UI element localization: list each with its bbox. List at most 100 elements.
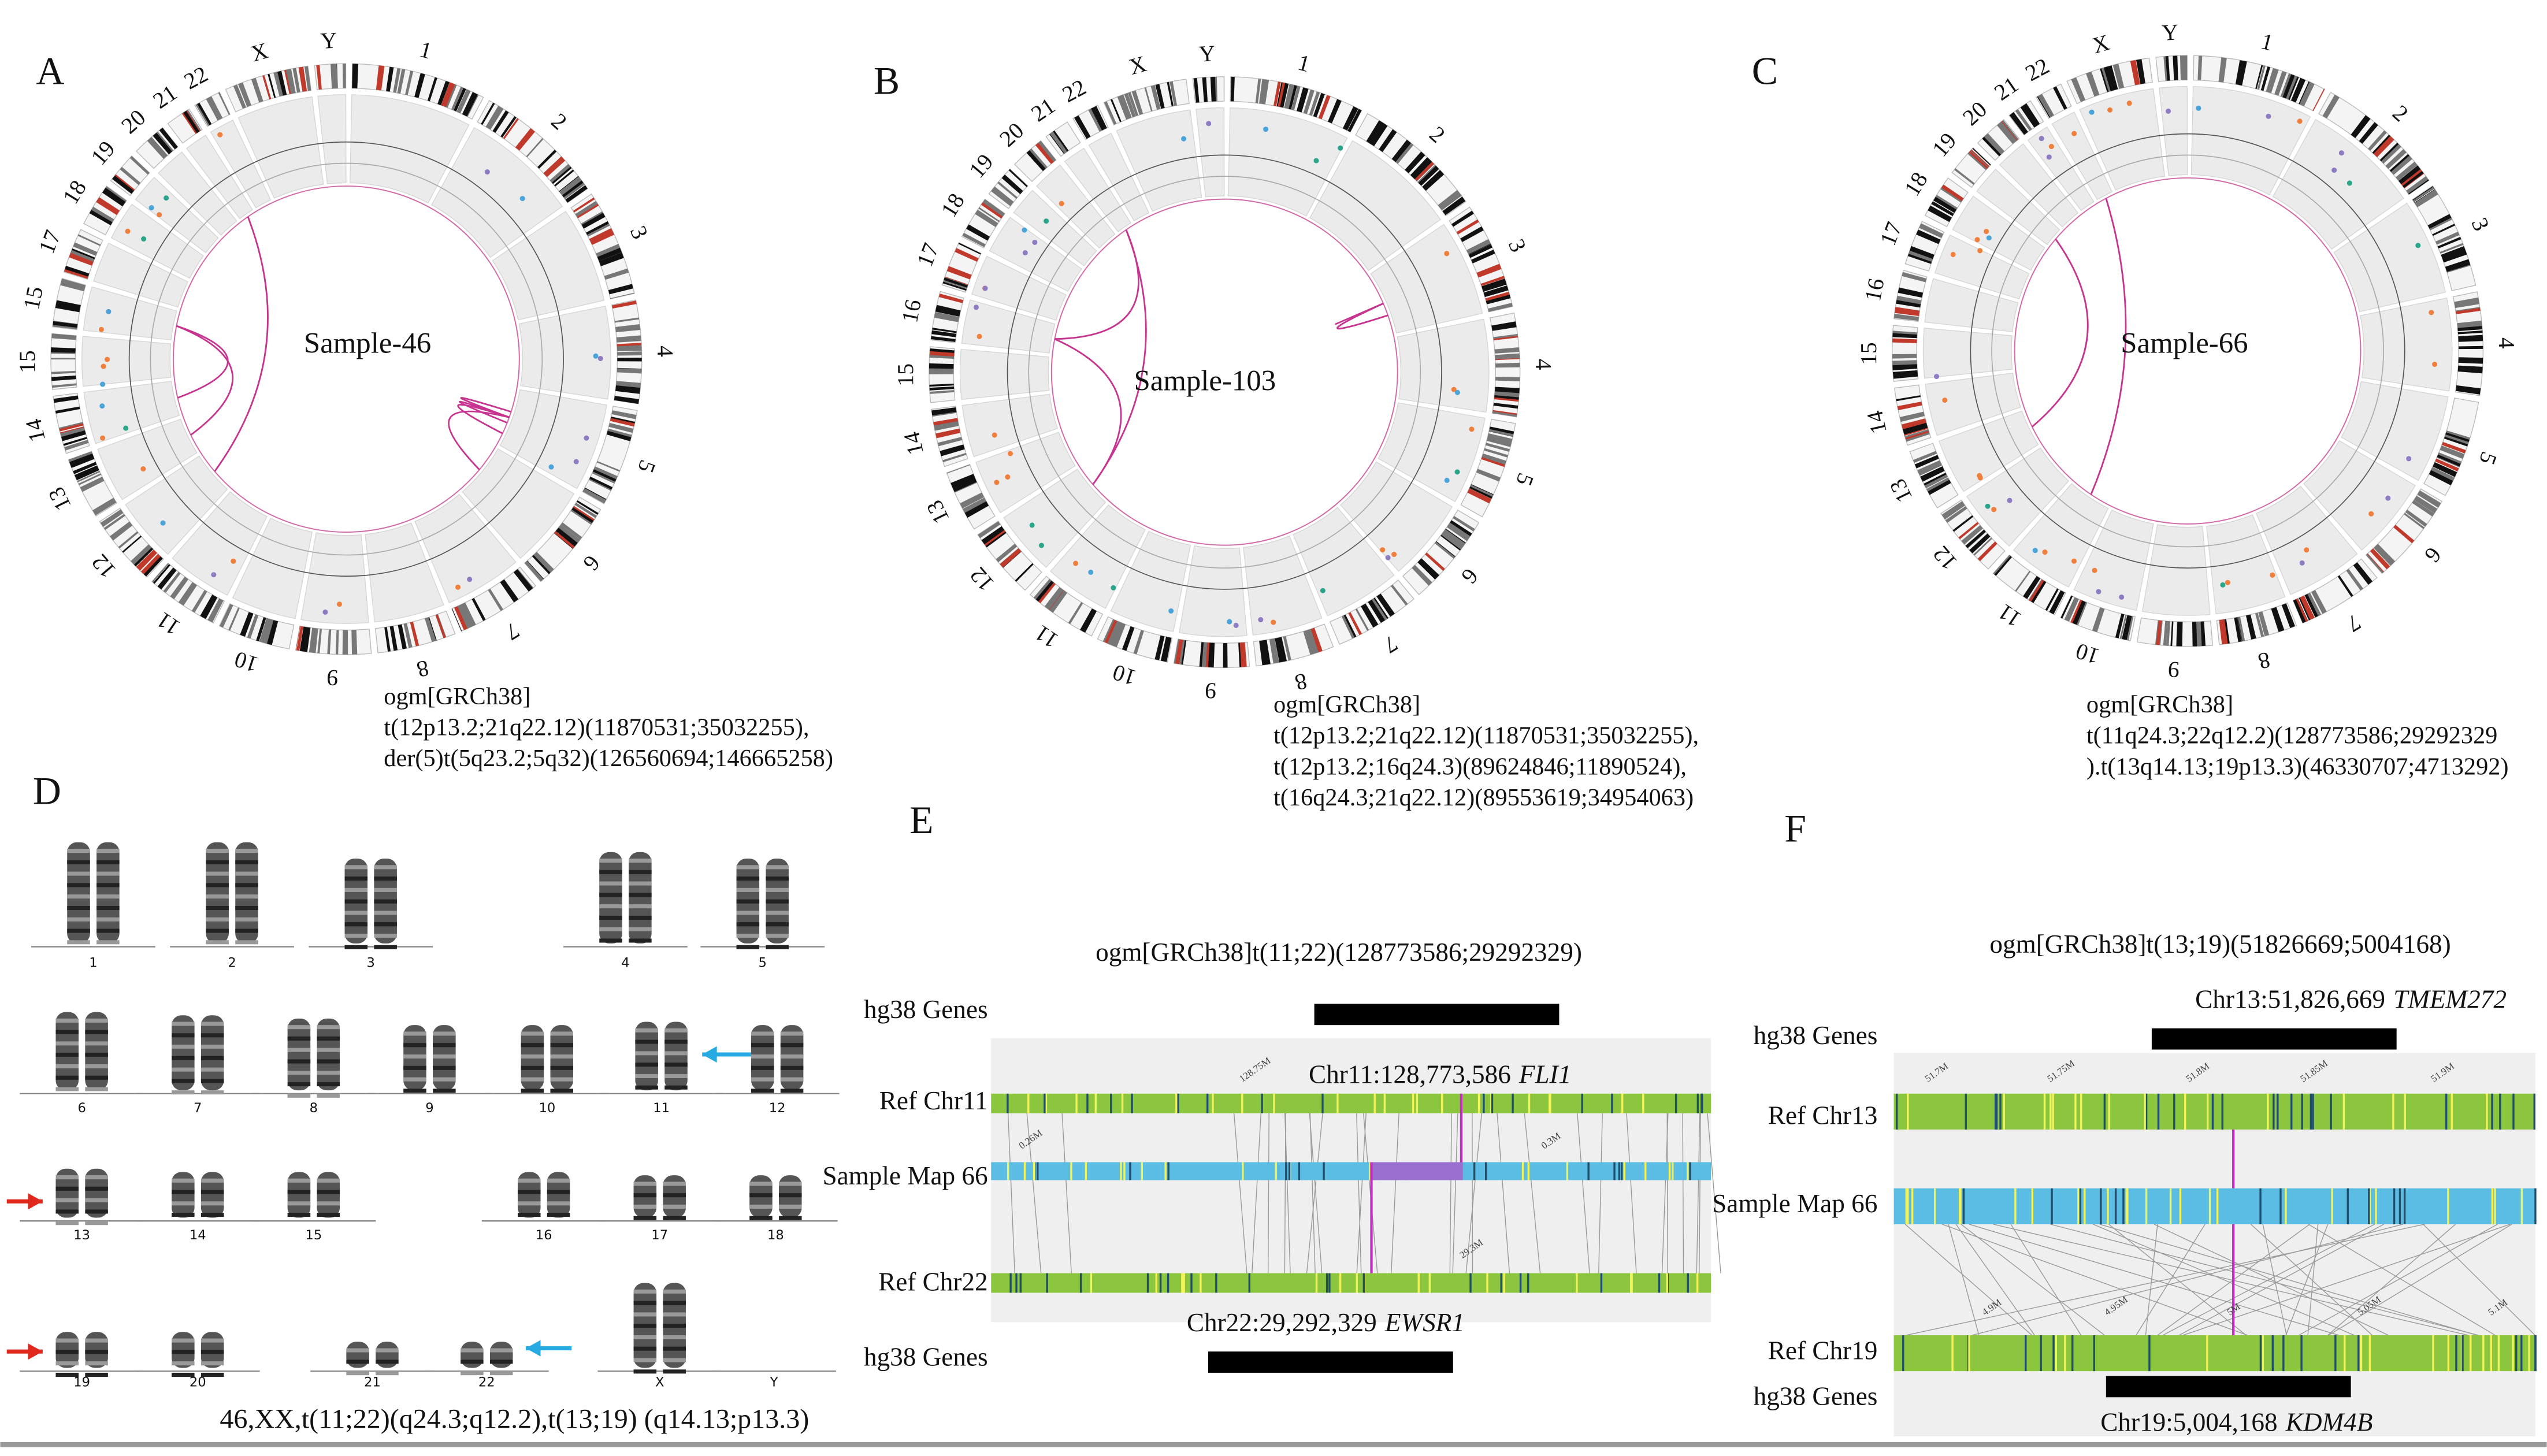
map-label-site [1288,1162,1291,1180]
track-label: hg38 Genes [1754,1381,1878,1410]
ideogram-band [2457,330,2483,335]
map-label-site [2482,1335,2485,1372]
ideogram [50,333,77,391]
ideogram-band [1000,548,1022,568]
ideogram-band [1487,433,1513,444]
chromosome-band [663,1182,686,1186]
map-label-site [1023,1162,1026,1180]
map-label-site [1581,1093,1583,1113]
map-label-site [2491,1093,2493,1130]
ideogram-band [1280,83,1289,108]
map-label-site [2114,1188,2117,1224]
ideogram-band [1175,639,1183,664]
map-label-site [2221,1093,2223,1130]
alignment-line [2162,1224,2375,1336]
variant-dot [1168,608,1174,614]
chromosome-label: 4 [1531,358,1556,370]
ideogram-band [110,521,133,541]
ideogram-band [262,75,272,99]
track-background [2079,88,2166,191]
map-label-site [1902,1335,1904,1372]
map-label-site [2080,1093,2082,1130]
map-label-site [2330,1093,2332,1130]
ideogram-band [2429,217,2453,231]
ideogram-band [2126,616,2134,641]
ideogram-band [1425,552,1445,571]
ideogram-band [1916,229,1941,244]
chromosome-band [403,1031,426,1036]
map-label-site [1155,1273,1157,1293]
ideogram-band [1306,629,1317,654]
map-label-site [2445,1093,2448,1130]
gene-position: Chr22:29,292,329 [1187,1308,1377,1337]
ideogram-band [525,560,544,582]
variant-dot [1391,552,1397,558]
ideogram-band [77,470,101,482]
map-label-site [1412,1093,1414,1113]
ideogram-band [586,221,609,235]
map-label-site [1315,1273,1318,1293]
ideogram-band [2346,569,2364,591]
ideogram-band [2433,462,2457,477]
ideogram-band [437,80,448,105]
chromosome-band [663,1369,686,1374]
alignment-line [1906,1224,2425,1336]
translocation-arc [1335,302,1384,325]
chromosome-band [55,1087,79,1091]
track-label: Sample Map 66 [1712,1189,1877,1218]
chromosome-band [172,1213,195,1217]
chromosome-band [235,860,258,864]
chromosome-band [201,1338,224,1343]
alignment-line [2299,1224,2498,1336]
chromosome-band [55,1175,79,1180]
map-label-site [2071,1335,2074,1372]
map-label-site [2455,1335,2457,1372]
variant-dot [1984,229,1989,235]
chromosome-band [751,1089,774,1093]
ideogram-band [1117,94,1132,120]
ideogram-band [2353,564,2370,585]
map-label-site [1895,1093,1898,1130]
sample-name: Sample-46 [304,327,431,359]
variant-dot [217,132,223,138]
variant-dot [597,355,603,361]
chromosome-band [629,904,652,909]
ideogram-band [1924,474,1948,489]
ideogram-band [52,383,77,388]
variant-dot [484,169,490,175]
chromosome-band [317,1093,340,1098]
chromosome-band [55,1064,79,1069]
ideogram-band [1284,84,1295,109]
ideogram-band [2379,143,2399,162]
chromosome-band [172,1033,195,1038]
ideogram-band [50,358,76,360]
chromosome-label: 9 [326,665,339,691]
ideogram-band [89,210,113,225]
ideogram-band [1394,141,1414,164]
track-label: hg38 Genes [864,1343,988,1372]
ideogram-band [1972,147,1991,166]
ideogram-band [997,544,1018,563]
chromosome-band [96,871,120,876]
ideogram-band [2290,77,2306,103]
track-background [1925,372,2021,436]
ideogram-band [163,571,181,593]
map-label-site [1328,1273,1331,1293]
chromosome-band [172,1350,195,1354]
chromosome-band [517,1201,541,1206]
chromosome [346,1342,369,1368]
track-background [1966,447,2070,547]
chromosome-band [85,1064,108,1069]
ideogram-band [2238,616,2245,641]
ideogram-band [1893,314,1919,321]
ideogram-band [481,102,495,125]
ideogram-band [2197,55,2203,81]
map-label-site [1275,1162,1277,1180]
translocation-arc [176,325,229,399]
chromosome-band [433,1077,456,1082]
chromosome-band [633,1182,657,1186]
ideogram-band [2457,320,2482,328]
ideogram-band [1892,333,1917,339]
ideogram-band [2280,73,2292,98]
aligned-segment [1371,1162,1463,1180]
